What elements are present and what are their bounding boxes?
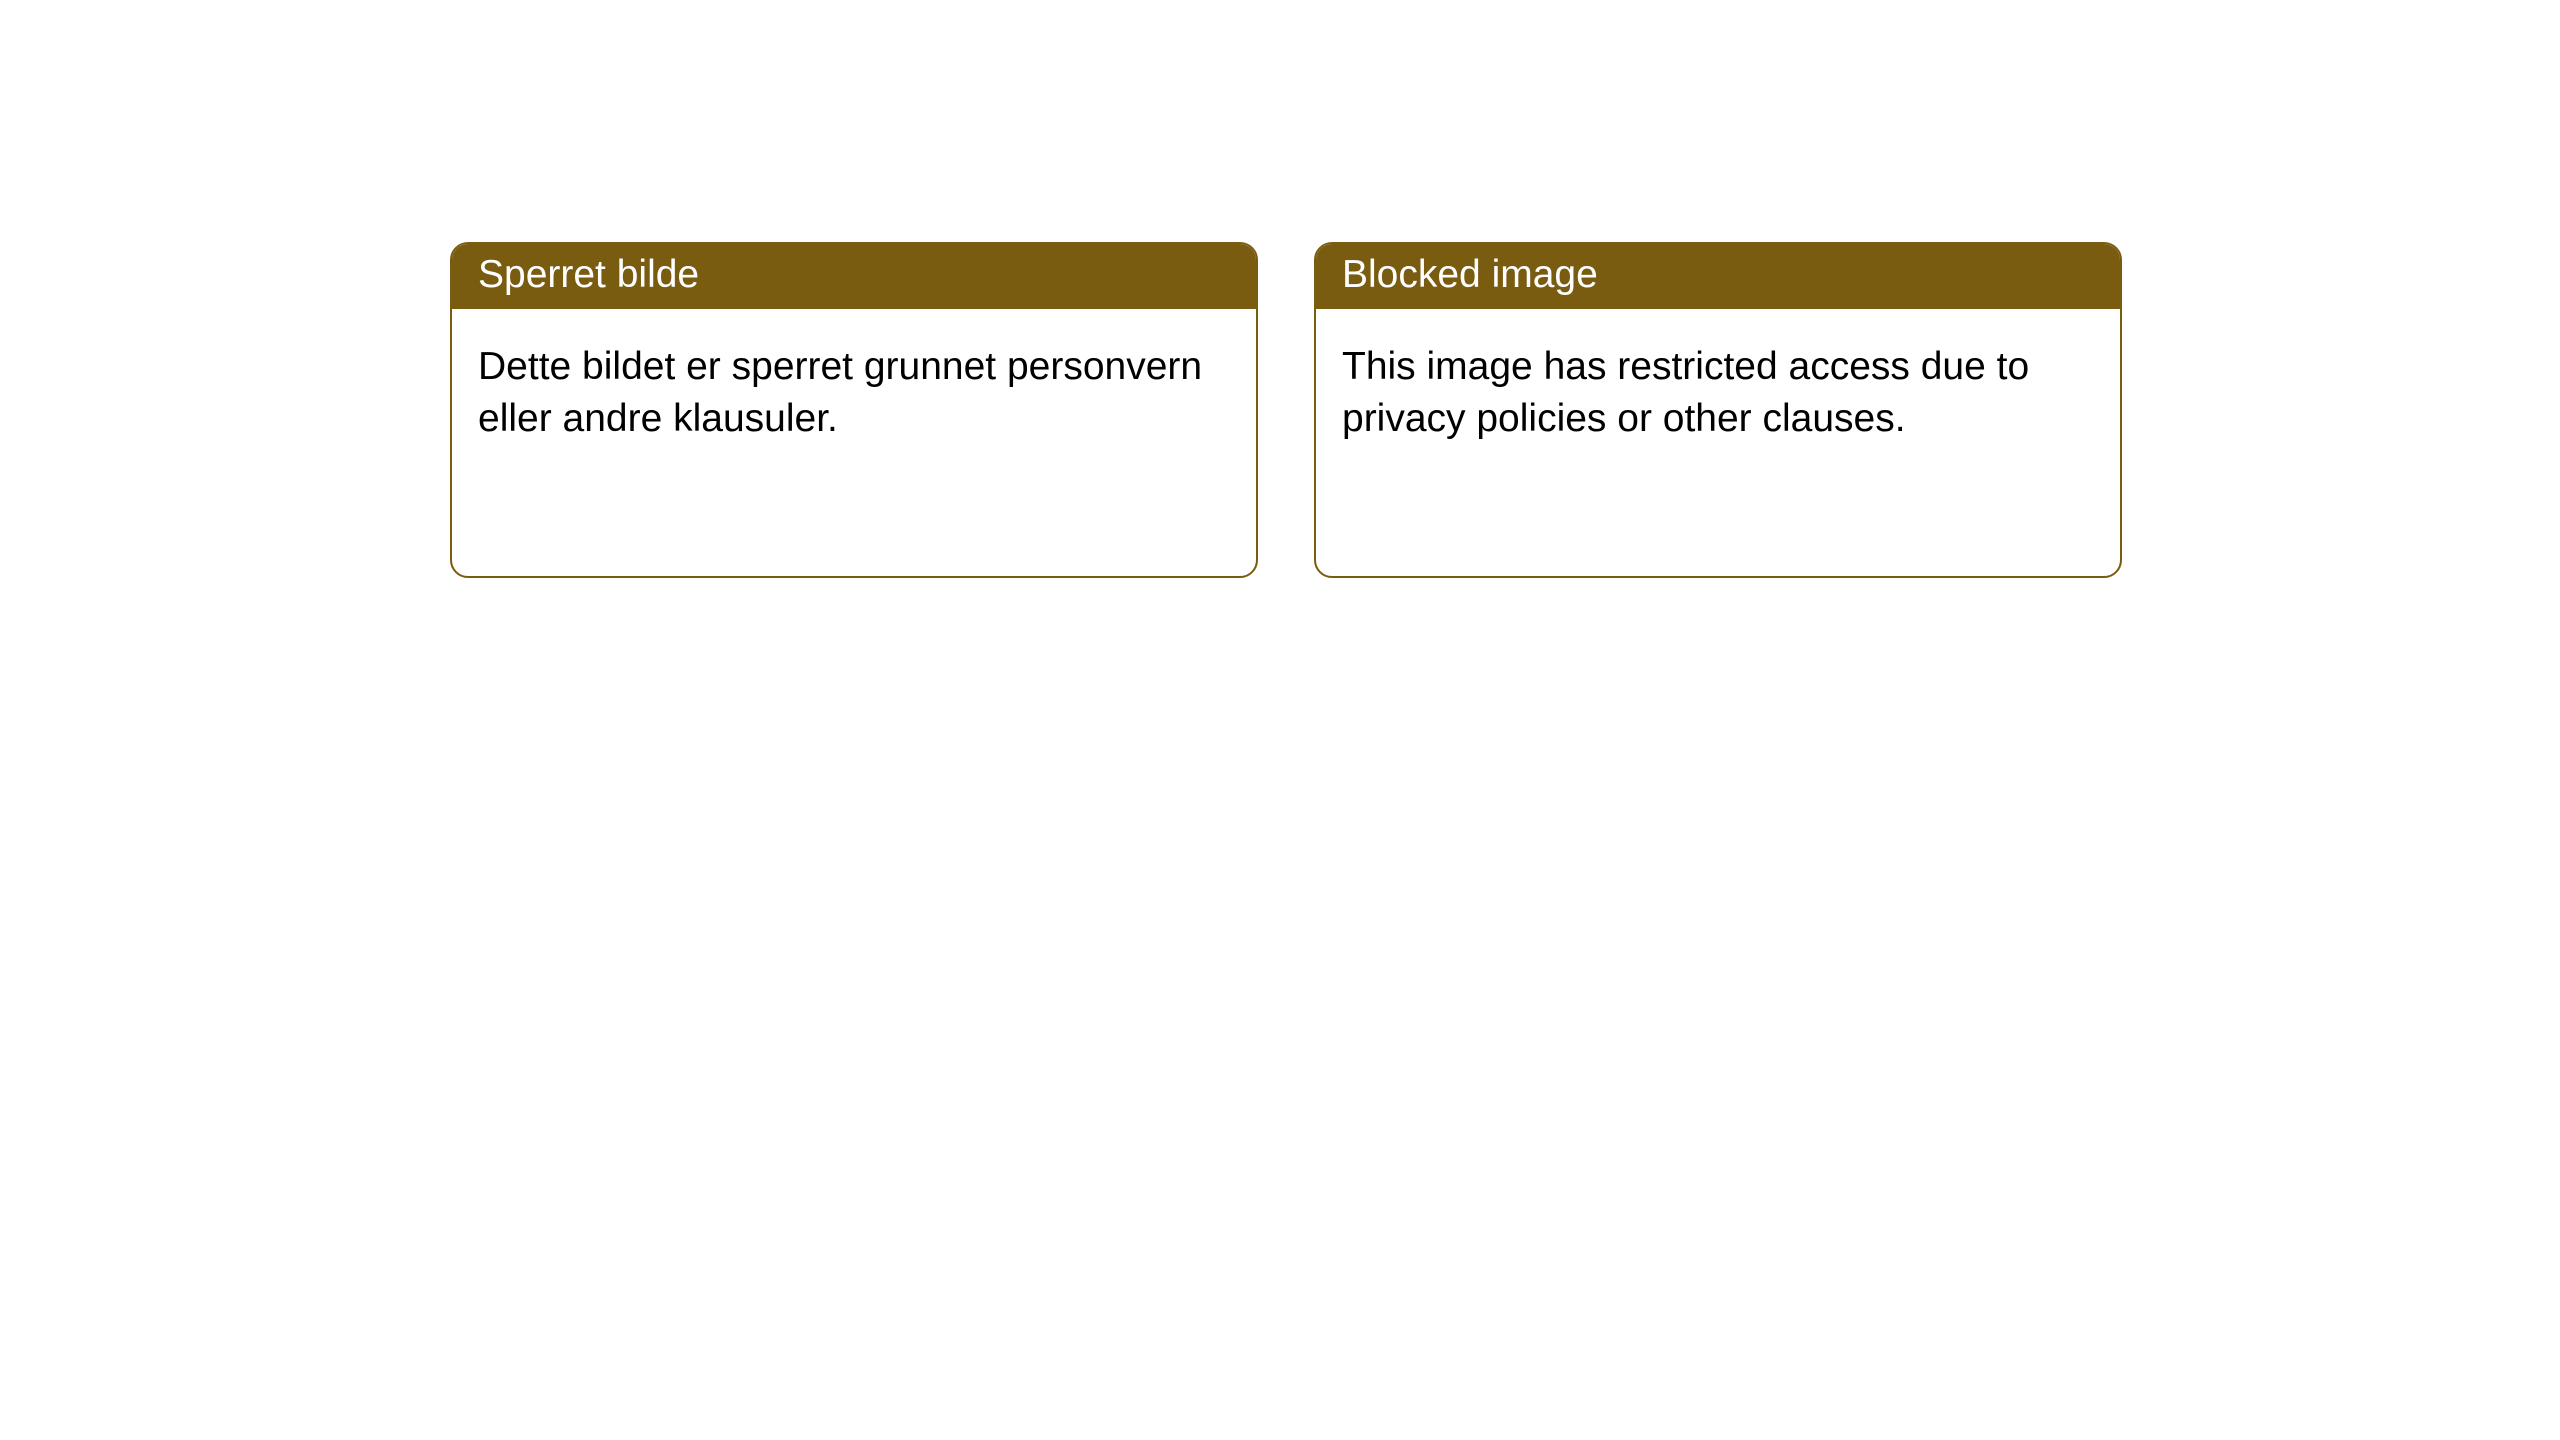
card-body-no: Dette bildet er sperret grunnet personve… bbox=[452, 309, 1256, 478]
notice-card-en: Blocked image This image has restricted … bbox=[1314, 242, 2122, 578]
card-header-en: Blocked image bbox=[1316, 244, 2120, 309]
notice-card-no: Sperret bilde Dette bildet er sperret gr… bbox=[450, 242, 1258, 578]
card-body-en: This image has restricted access due to … bbox=[1316, 309, 2120, 478]
card-header-no: Sperret bilde bbox=[452, 244, 1256, 309]
notice-cards-container: Sperret bilde Dette bildet er sperret gr… bbox=[0, 0, 2560, 578]
